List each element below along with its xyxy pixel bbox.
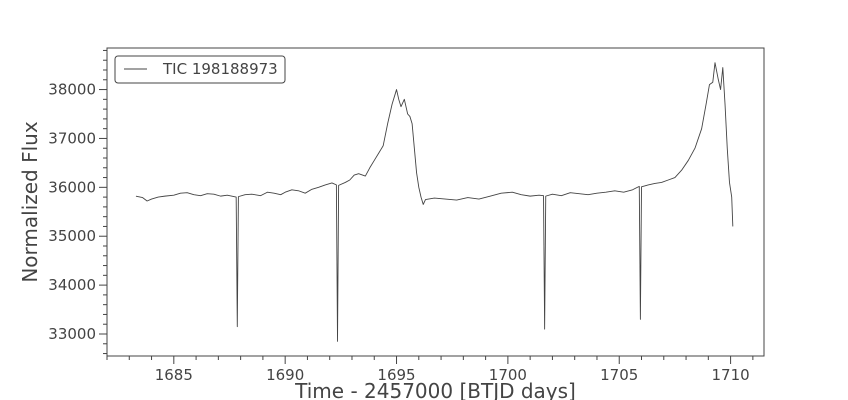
x-tick-labels: 1685 1690 1695 1700 1705 1710 — [155, 366, 750, 384]
x-tick-label: 1695 — [377, 366, 415, 384]
legend-box — [114, 55, 286, 84]
x-tick-label: 1705 — [600, 366, 638, 384]
minor-ticks — [103, 49, 754, 360]
y-tick-label: 33000 — [48, 325, 96, 343]
x-tick-label: 1685 — [155, 366, 193, 384]
series-line-tic-198188973 — [135, 62, 734, 342]
y-tick-label: 36000 — [48, 178, 96, 196]
y-axis-label: Normalized Flux — [18, 121, 42, 283]
x-tick-label: 1700 — [489, 366, 527, 384]
x-tick-label: 1710 — [711, 366, 749, 384]
x-tick-label: 1690 — [266, 366, 304, 384]
y-tick-label: 38000 — [48, 81, 96, 99]
x-axis-label: Time - 2457000 [BTJD days] — [294, 379, 576, 400]
legend: TIC 198188973 — [114, 55, 286, 84]
y-tick-label: 35000 — [48, 227, 96, 245]
plot-frame — [106, 47, 765, 357]
series-layer — [135, 62, 734, 342]
y-tick-label: 37000 — [48, 129, 96, 147]
y-tick-label: 34000 — [48, 276, 96, 294]
legend-entry-label: TIC 198188973 — [162, 60, 278, 78]
y-tick-labels: 33000 34000 35000 36000 37000 38000 — [48, 81, 96, 343]
major-ticks — [99, 89, 732, 364]
